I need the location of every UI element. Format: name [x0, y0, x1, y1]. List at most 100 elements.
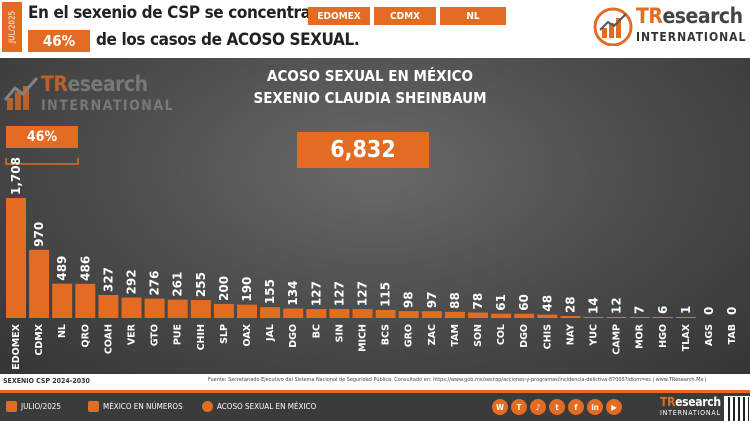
- value-label: 127: [332, 281, 346, 306]
- bar-mich: [352, 309, 373, 318]
- footer-date-label: JULIO/2025: [21, 402, 61, 411]
- bar-oax: [237, 304, 257, 318]
- bar-chih: [190, 300, 211, 318]
- bar-sin: [329, 309, 350, 318]
- state-chip-edomex: EDOMEX: [308, 7, 370, 25]
- value-label: 970: [32, 222, 46, 247]
- category-label: CHIH: [196, 324, 207, 350]
- value-label: 327: [101, 267, 115, 292]
- category-label: OAX: [242, 323, 253, 346]
- bar-cdmx: [29, 249, 50, 318]
- bar-gro: [398, 311, 419, 318]
- value-label: 127: [356, 281, 370, 306]
- bar-son: [468, 312, 488, 318]
- footer-section-label: MÉXICO EN NÚMEROS: [103, 402, 183, 411]
- footer-bar: JULIO/2025 MÉXICO EN NÚMEROS ACOSO SEXUA…: [0, 390, 750, 421]
- category-label: TLAX: [681, 323, 692, 351]
- source-strip: [0, 374, 750, 386]
- bar-nay: [560, 316, 581, 318]
- category-label: CAMP: [612, 324, 623, 355]
- category-label: COL: [496, 324, 507, 345]
- headline-line-1: En el sexenio de CSP se concentran en: [28, 3, 347, 23]
- category-label: GTO: [150, 324, 161, 346]
- people-icon: [88, 401, 99, 412]
- bar-dgo: [514, 313, 535, 318]
- category-label: SIN: [334, 324, 345, 342]
- category-label: TAB: [727, 324, 738, 344]
- twitter-icon[interactable]: t: [549, 399, 565, 415]
- value-label: 200: [217, 276, 231, 301]
- category-label: DGO: [288, 324, 299, 348]
- value-label: 190: [240, 277, 254, 302]
- chart-title: ACOSO SEXUAL EN MÉXICO: [267, 67, 473, 85]
- total-cases: 6,832: [297, 132, 429, 168]
- watermark-wordmark: TResearch: [41, 72, 148, 96]
- category-label: JAL: [265, 324, 276, 342]
- value-label: 48: [540, 295, 554, 312]
- value-label: 14: [587, 297, 601, 314]
- bar-chart: 1,708EDOMEX970CDMX489NL486QRO327COAH292V…: [5, 157, 739, 370]
- value-label: 6: [656, 306, 670, 314]
- category-label: MOR: [635, 323, 646, 349]
- category-label: BCS: [381, 324, 392, 345]
- footer-item-date: JULIO/2025: [6, 401, 61, 412]
- tiktok-icon[interactable]: ♪: [530, 399, 546, 415]
- value-label: 61: [494, 294, 508, 311]
- bar-gto: [144, 298, 165, 318]
- category-label: CHIS: [542, 324, 553, 349]
- youtube-icon[interactable]: ▶: [606, 399, 622, 415]
- bar-mor: [629, 317, 650, 318]
- bar-bcs: [375, 309, 396, 318]
- value-label: 60: [517, 294, 531, 311]
- value-label: 28: [563, 296, 577, 313]
- footer-item-topic[interactable]: ACOSO SEXUAL EN MÉXICO: [202, 401, 316, 412]
- bar-coah: [98, 295, 119, 318]
- footer-logo[interactable]: TResearch INTERNATIONAL: [660, 395, 730, 421]
- bar-dgo: [283, 308, 304, 318]
- watermark-mark-icon: [3, 77, 39, 110]
- value-label: 1,708: [9, 157, 23, 195]
- telegram-icon[interactable]: T: [511, 399, 527, 415]
- bar-yuc: [583, 317, 604, 318]
- value-label: 292: [125, 269, 139, 294]
- bar-qro: [75, 283, 96, 318]
- category-label: SON: [473, 324, 484, 347]
- headline-percent: 46%: [28, 30, 90, 52]
- top-share-label: 46%: [6, 126, 78, 148]
- bar-chis: [537, 314, 558, 318]
- category-label: HGO: [658, 324, 669, 348]
- linkedin-icon[interactable]: in: [587, 399, 603, 415]
- bar-jal: [260, 307, 281, 318]
- state-chip-nl: NL: [440, 7, 506, 25]
- category-label: ZAC: [427, 324, 438, 345]
- facebook-icon[interactable]: f: [568, 399, 584, 415]
- top-share-bracket: [5, 158, 79, 165]
- category-label: NL: [57, 324, 68, 338]
- logo-subtitle: INTERNATIONAL: [636, 30, 747, 44]
- value-label: 78: [471, 293, 485, 310]
- source-note: Fuente: Secretariado Ejecutivo del Siste…: [208, 377, 707, 383]
- category-label: GRO: [404, 324, 415, 347]
- value-label: 7: [633, 306, 647, 314]
- brand-logo[interactable]: TResearch INTERNATIONAL: [592, 4, 748, 50]
- category-label: COAH: [103, 324, 114, 354]
- value-label: 486: [78, 256, 92, 281]
- qr-code-icon[interactable]: [724, 396, 750, 421]
- whatsapp-icon[interactable]: W: [492, 399, 508, 415]
- date-label: JUL/2025: [2, 2, 22, 52]
- value-label: 12: [610, 297, 624, 314]
- bar-ver: [121, 297, 142, 318]
- value-label: 0: [725, 307, 739, 315]
- state-chip-cdmx: CDMX: [374, 7, 436, 25]
- value-label: 0: [702, 307, 716, 315]
- footer-item-section[interactable]: MÉXICO EN NÚMEROS: [88, 401, 183, 412]
- bar-tam: [444, 311, 465, 318]
- chart-panel: TResearch INTERNATIONAL ACOSO SEXUAL EN …: [0, 58, 750, 374]
- footer-topic-label: ACOSO SEXUAL EN MÉXICO: [217, 402, 317, 411]
- category-label: SLP: [219, 324, 230, 344]
- value-label: 97: [425, 291, 439, 308]
- footer-logo-wordmark: TResearch: [660, 395, 721, 409]
- category-label: VER: [127, 323, 138, 345]
- category-label: MICH: [358, 324, 369, 352]
- bar-camp: [606, 317, 627, 318]
